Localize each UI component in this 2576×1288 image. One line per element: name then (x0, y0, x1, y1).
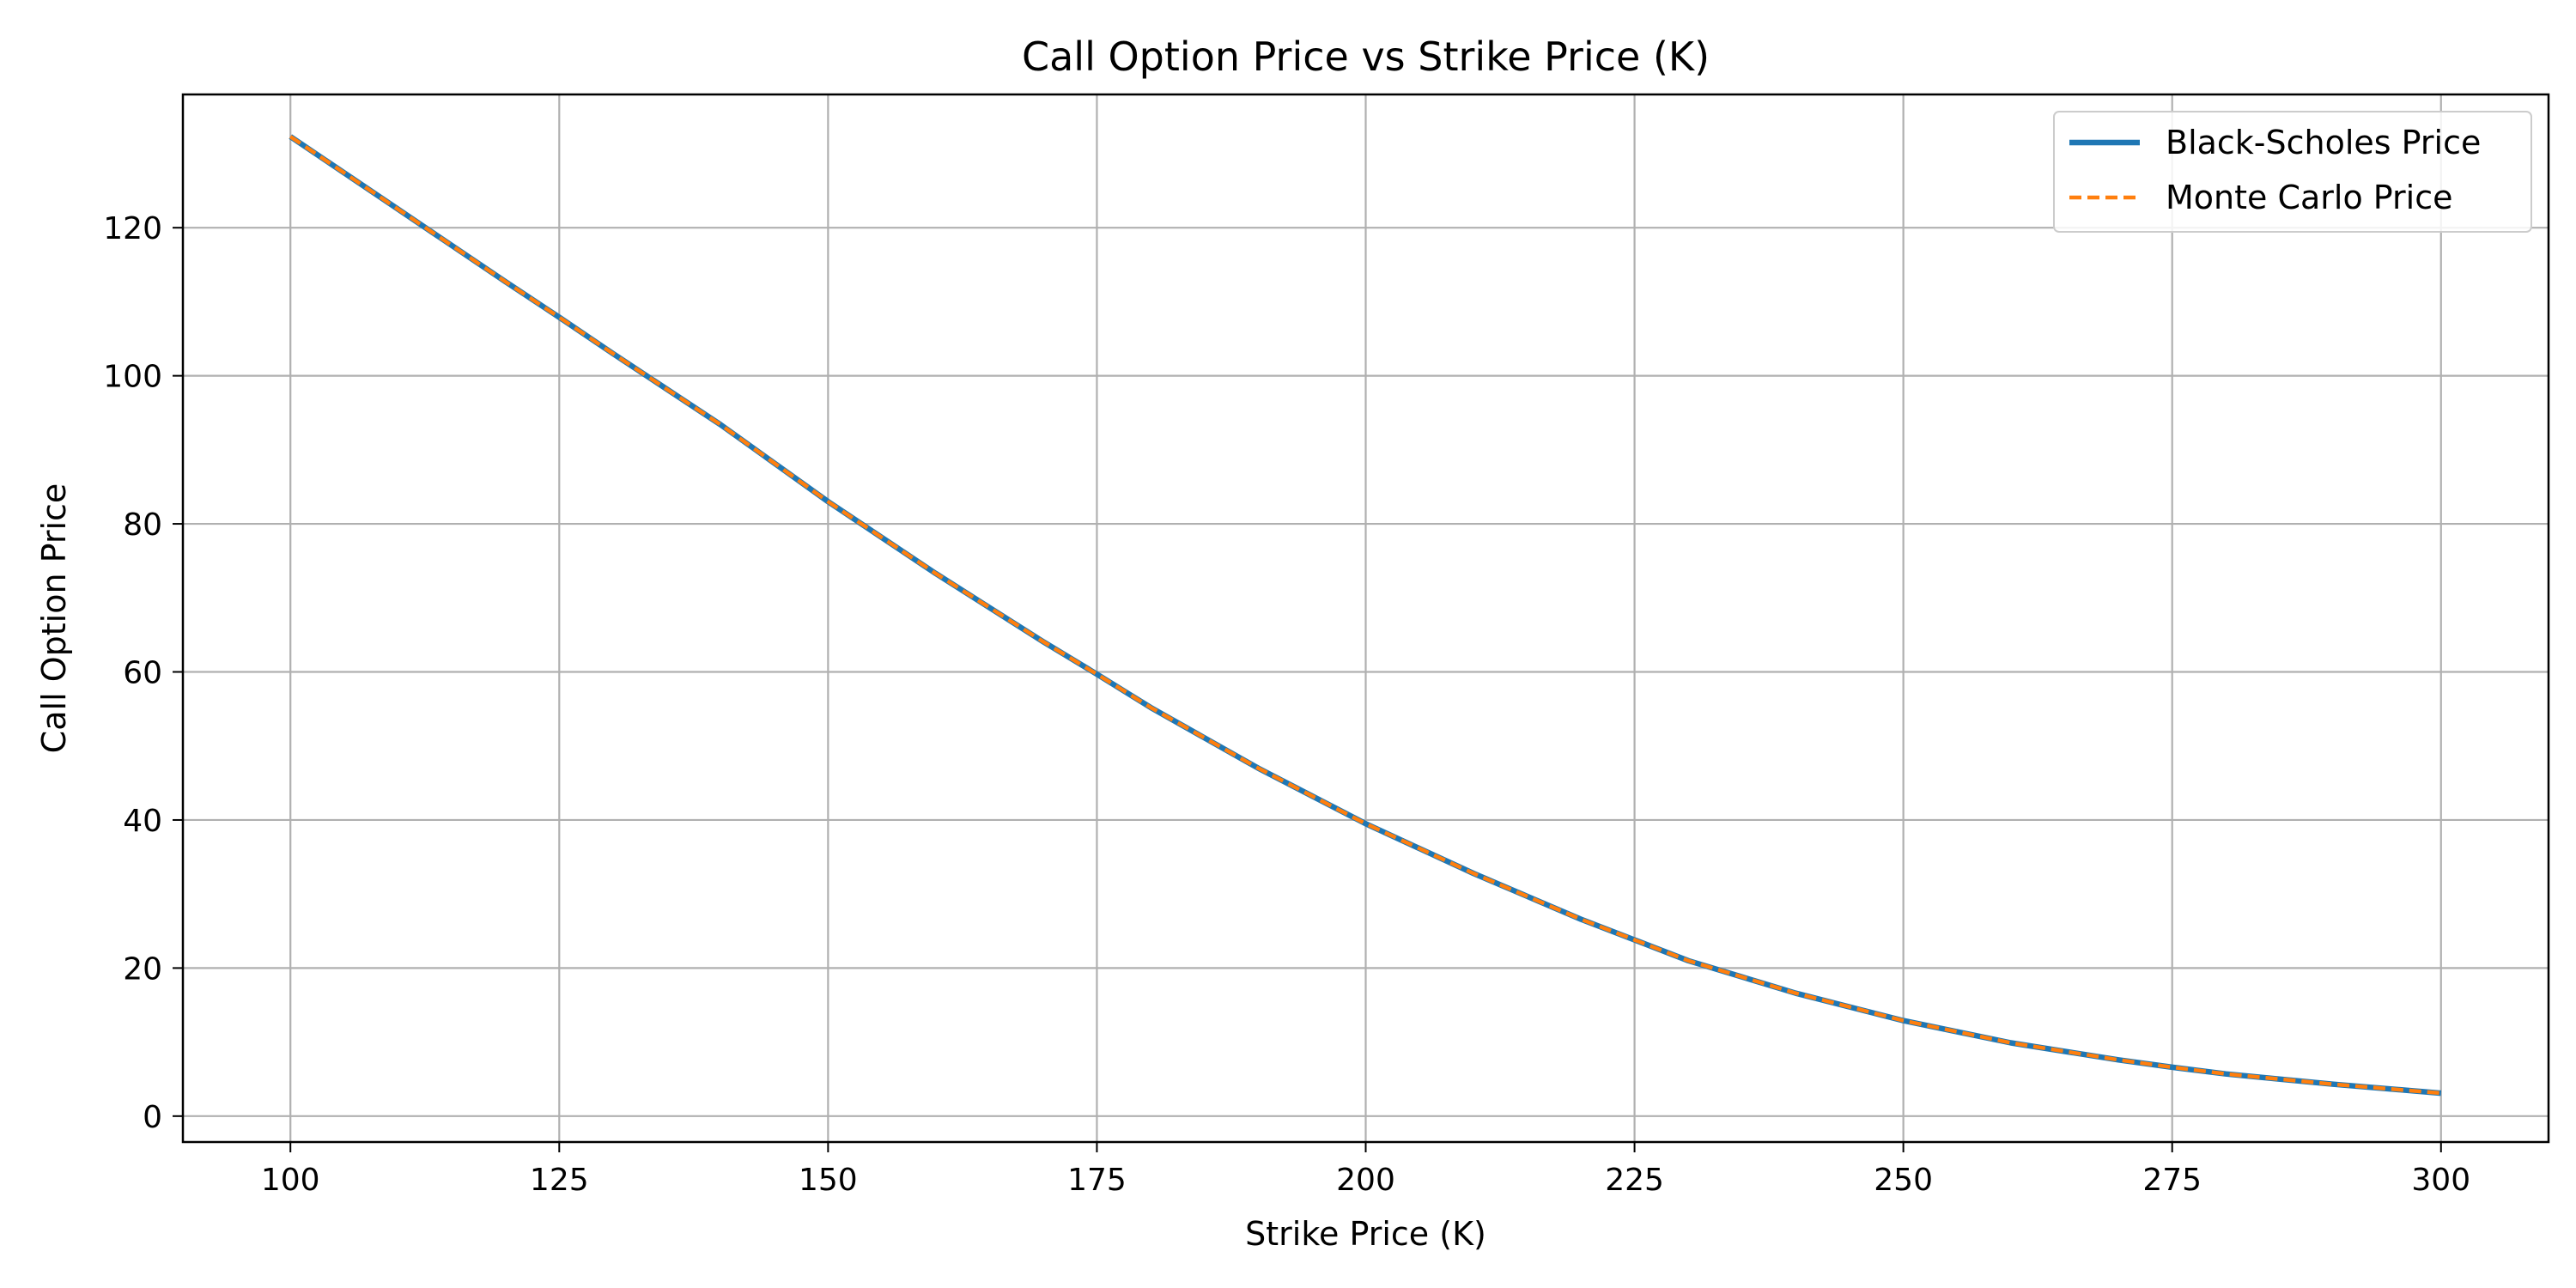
x-tick-label: 100 (261, 1163, 320, 1198)
x-axis-label: Strike Price (K) (1245, 1215, 1486, 1253)
series-lines (289, 134, 2442, 1097)
y-tick-label: 0 (143, 1100, 162, 1135)
y-tick-label: 60 (123, 656, 162, 691)
legend-box (2053, 111, 2532, 233)
axis-ticks: 100 125 150 175 200 225 250 275 300 0 20 40 60 80 100 1… (103, 211, 2470, 1198)
x-tick-label: 225 (1605, 1163, 1664, 1198)
x-tick-label: 275 (2142, 1163, 2202, 1198)
y-tick-label: 40 (123, 804, 162, 839)
series-line-monte-carlo (289, 135, 2441, 1096)
legend-label-black-scholes: Black-Scholes Price (2166, 124, 2481, 161)
grid (183, 94, 2549, 1142)
chart-title: Call Option Price vs Strike Price (K) (1022, 33, 1710, 80)
legend-label-monte-carlo: Monte Carlo Price (2166, 179, 2453, 216)
y-tick-label: 20 (123, 951, 162, 987)
x-tick-label: 125 (530, 1163, 589, 1198)
y-tick-label: 120 (103, 211, 162, 246)
x-tick-label: 175 (1067, 1163, 1127, 1198)
x-tick-label: 300 (2411, 1163, 2470, 1198)
y-tick-label: 80 (123, 507, 162, 543)
y-axis-label: Call Option Price (35, 483, 73, 754)
y-tick-label: 100 (103, 360, 162, 395)
legend: Black-Scholes Price Monte Carlo Price (2053, 111, 2532, 233)
x-tick-label: 150 (799, 1163, 858, 1198)
x-tick-label: 200 (1336, 1163, 1395, 1198)
x-tick-label: 250 (1874, 1163, 1933, 1198)
